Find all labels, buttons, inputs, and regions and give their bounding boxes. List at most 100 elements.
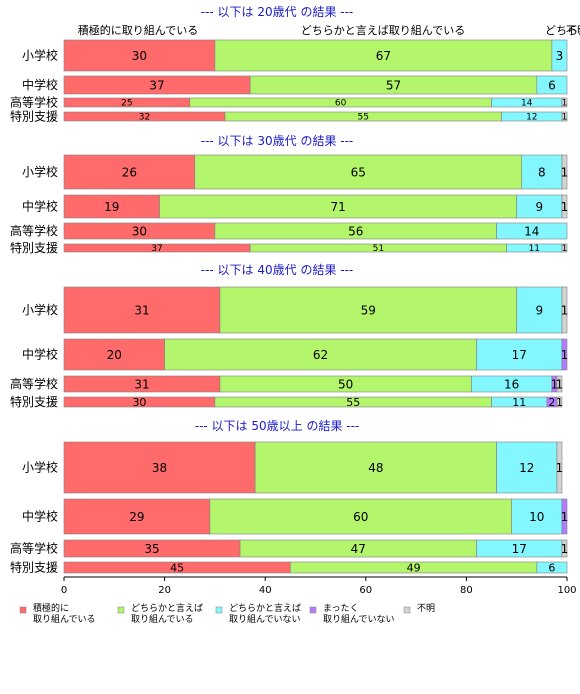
legend-label: 不明 [417,603,435,614]
bar-segment [63,441,256,494]
bar-segment [561,286,568,334]
data-label: 1 [562,99,568,109]
bar-segment [214,39,553,72]
data-label: 55 [358,113,369,123]
x-tick-label: 40 [259,585,272,596]
bar-segment [556,375,563,393]
bar-segment [194,154,523,190]
data-label: 6 [548,78,556,92]
data-label: 45 [170,561,184,574]
data-label: 1 [561,200,569,214]
data-label: 51 [373,244,384,254]
row-label: 高等学校 [10,223,58,238]
bar-segment [556,396,563,408]
legend-swatch [117,606,125,614]
data-label: 62 [313,348,328,362]
bar-segment [561,97,568,108]
bar-segment [496,441,558,494]
row-label: 中学校 [22,199,58,214]
data-label: 30 [132,224,147,238]
bar-segment [209,498,512,535]
legend-swatch [19,606,27,614]
bar-segment [521,154,563,190]
data-label: 1 [561,165,569,179]
data-label: 20 [107,348,122,362]
data-label: 25 [121,99,132,109]
data-label: 31 [134,303,149,317]
x-tick-label: 80 [460,585,473,596]
legend-label: 積極的に [33,602,69,614]
data-label: 12 [526,113,537,123]
group-title: --- 以下は 30歳代 の結果 --- [201,134,354,148]
x-tick-label: 20 [158,585,171,596]
bar-segment [219,286,517,334]
legend-label: 取り組んでいる [33,613,96,625]
row-label: 特別支援 [10,394,58,409]
data-label: 12 [519,461,534,475]
data-label: 59 [361,303,376,317]
row-label: 小学校 [22,48,58,63]
bar-segment [551,39,568,72]
data-label: 30 [132,396,146,409]
data-label: 17 [512,348,527,362]
bar-segment [561,498,568,535]
row-label: 特別支援 [10,560,58,575]
data-label: 32 [139,113,150,123]
row-label: 中学校 [22,347,58,362]
data-label: 9 [536,303,544,317]
bar-segment [561,194,568,219]
column-header: 積極的に取り組んでいる [78,23,198,37]
data-label: 50 [338,377,353,391]
x-tick-label: 100 [557,585,576,596]
column-header: 不明 [566,24,580,37]
data-label: 3 [556,49,564,63]
bar-segment [496,222,568,240]
data-label: 14 [521,99,533,109]
data-label: 1 [556,396,563,409]
data-label: 1 [556,377,564,391]
data-label: 30 [132,49,147,63]
data-label: 1 [561,303,569,317]
data-label: 57 [386,78,401,92]
data-label: 11 [529,244,540,254]
legend-label: 取り組んでいない [229,613,301,625]
bar-segment [254,441,497,494]
bar-segment [561,539,568,558]
data-label: 37 [149,78,164,92]
bar-segment [516,286,563,334]
data-label: 1 [561,510,569,524]
bar-segment [561,111,568,122]
bar-segment [63,498,211,535]
data-label: 6 [548,561,555,574]
x-tick-label: 60 [359,585,372,596]
data-label: 37 [151,244,162,254]
data-label: 1 [562,113,568,123]
bar-segment [536,75,568,95]
column-header: どちらかと言えば取り組んでいる [301,24,465,37]
data-label: 56 [348,224,363,238]
data-label: 19 [104,200,119,214]
legend-label: 取り組んでいない [323,613,395,625]
data-label: 1 [551,377,559,391]
data-label: 1 [562,244,568,254]
data-label: 11 [512,396,526,409]
row-label: 高等学校 [10,95,58,110]
data-label: 17 [512,542,527,556]
legend-swatch [215,606,223,614]
row-label: 小学校 [22,164,58,179]
data-label: 29 [129,510,144,524]
data-label: 26 [122,165,137,179]
bar-segment [164,338,477,371]
bar-segment [561,154,568,190]
data-label: 67 [376,49,391,63]
x-tick-label: 0 [61,585,67,596]
bar-segment [63,286,221,334]
data-label: 10 [529,510,544,524]
bar-segment [561,338,568,371]
data-label: 38 [152,461,167,475]
row-label: 中学校 [22,77,58,92]
data-label: 65 [351,165,366,179]
row-label: 小学校 [22,302,58,317]
data-label: 8 [538,165,546,179]
